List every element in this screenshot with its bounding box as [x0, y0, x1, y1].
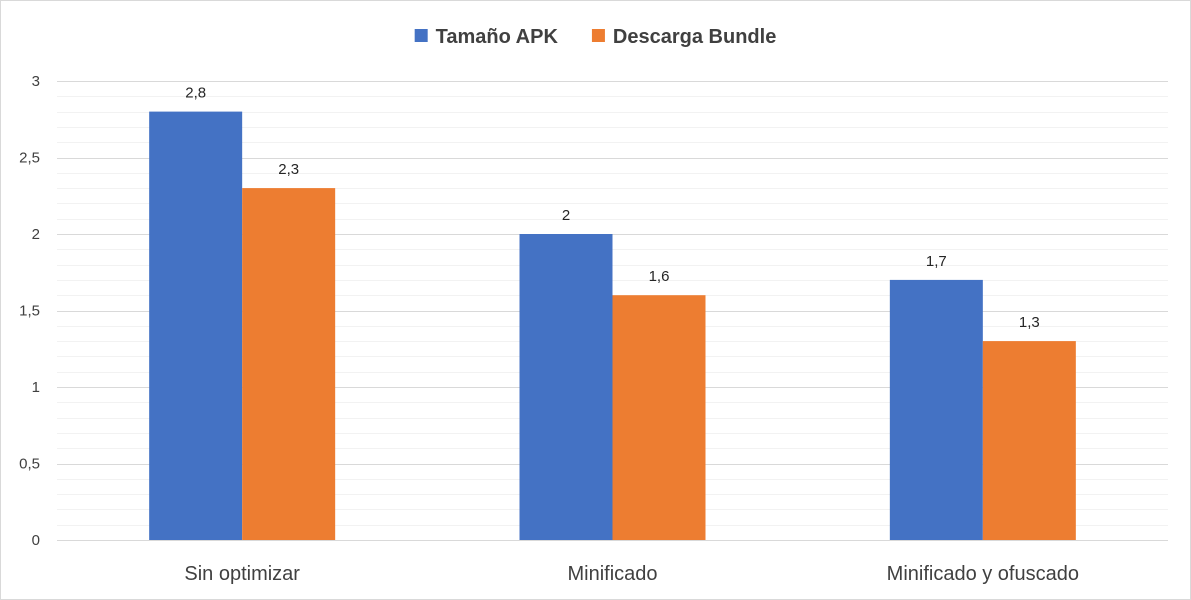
y-axis-ticks: 0 0,5 1 1,5 2 2,5 3	[19, 73, 40, 549]
x-category-label: Minificado y ofuscado	[887, 563, 1079, 585]
y-tick-label: 2	[32, 226, 40, 243]
data-label: 2,8	[185, 85, 206, 102]
legend-swatch	[591, 29, 605, 42]
data-labels: 2,8 2,3 2 1,6 1,7 1,3	[185, 85, 1040, 332]
bar	[242, 188, 336, 540]
bar	[889, 279, 983, 540]
y-tick-label: 0	[32, 532, 40, 549]
data-label: 1,3	[1019, 314, 1040, 331]
legend-swatch	[414, 29, 428, 42]
x-category-label: Minificado	[567, 563, 657, 585]
bar	[519, 234, 613, 540]
legend-label: Descarga Bundle	[613, 26, 776, 48]
bar	[149, 111, 243, 540]
bars	[149, 111, 1076, 540]
bar	[982, 341, 1076, 540]
y-tick-label: 0,5	[19, 456, 40, 473]
y-tick-label: 1,5	[19, 303, 40, 320]
legend-label: Tamaño APK	[436, 26, 559, 48]
data-label: 1,7	[926, 253, 947, 270]
y-tick-label: 2,5	[19, 150, 40, 167]
legend: Tamaño APK Descarga Bundle	[414, 26, 776, 48]
data-label: 1,6	[649, 268, 670, 285]
y-tick-label: 3	[32, 73, 40, 90]
bar	[612, 295, 706, 540]
x-category-label: Sin optimizar	[184, 563, 300, 585]
data-label: 2	[562, 207, 570, 224]
data-label: 2,3	[278, 161, 299, 178]
x-axis-categories: Sin optimizar Minificado Minificado y ofus…	[184, 563, 1079, 585]
y-tick-label: 1	[32, 379, 40, 396]
